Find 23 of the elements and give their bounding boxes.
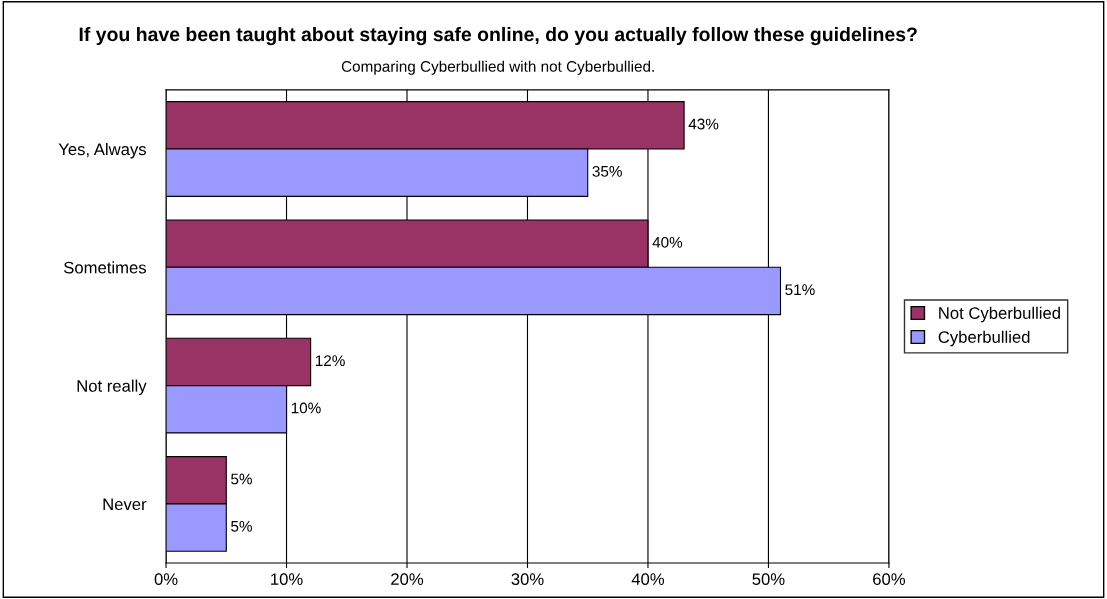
data-label: 40% bbox=[652, 236, 683, 248]
legend-label: Not Cyberbullied bbox=[939, 306, 1060, 323]
x-tick-label: 0% bbox=[154, 573, 178, 586]
y-tick-label: Never bbox=[103, 498, 147, 511]
x-tick-label: 30% bbox=[511, 573, 544, 586]
x-tick-label: 50% bbox=[752, 573, 785, 586]
y-tick-label: Sometimes bbox=[64, 261, 147, 274]
x-tick-label: 60% bbox=[873, 573, 906, 586]
chart-title: If you have been taught about staying safe online, do you actually follow these guidelines? bbox=[79, 26, 917, 46]
data-label: 10% bbox=[291, 402, 321, 414]
x-tick-label: 20% bbox=[391, 573, 424, 586]
y-tick-label: Not really bbox=[77, 379, 147, 396]
data-label: 35% bbox=[592, 165, 622, 177]
data-label: 51% bbox=[785, 284, 815, 296]
y-tick-label: Yes, Always bbox=[58, 142, 146, 159]
data-label: 5% bbox=[231, 473, 252, 485]
data-label: 43% bbox=[688, 118, 719, 130]
chart-subtitle: Comparing Cyberbullied with not Cyberbullied. bbox=[341, 60, 654, 75]
x-tick-label: 10% bbox=[271, 573, 303, 586]
data-label: 12% bbox=[315, 355, 345, 366]
legend-label: Cyberbullied bbox=[938, 330, 1030, 347]
data-label: 5% bbox=[231, 520, 252, 532]
x-tick-label: 40% bbox=[631, 573, 665, 586]
